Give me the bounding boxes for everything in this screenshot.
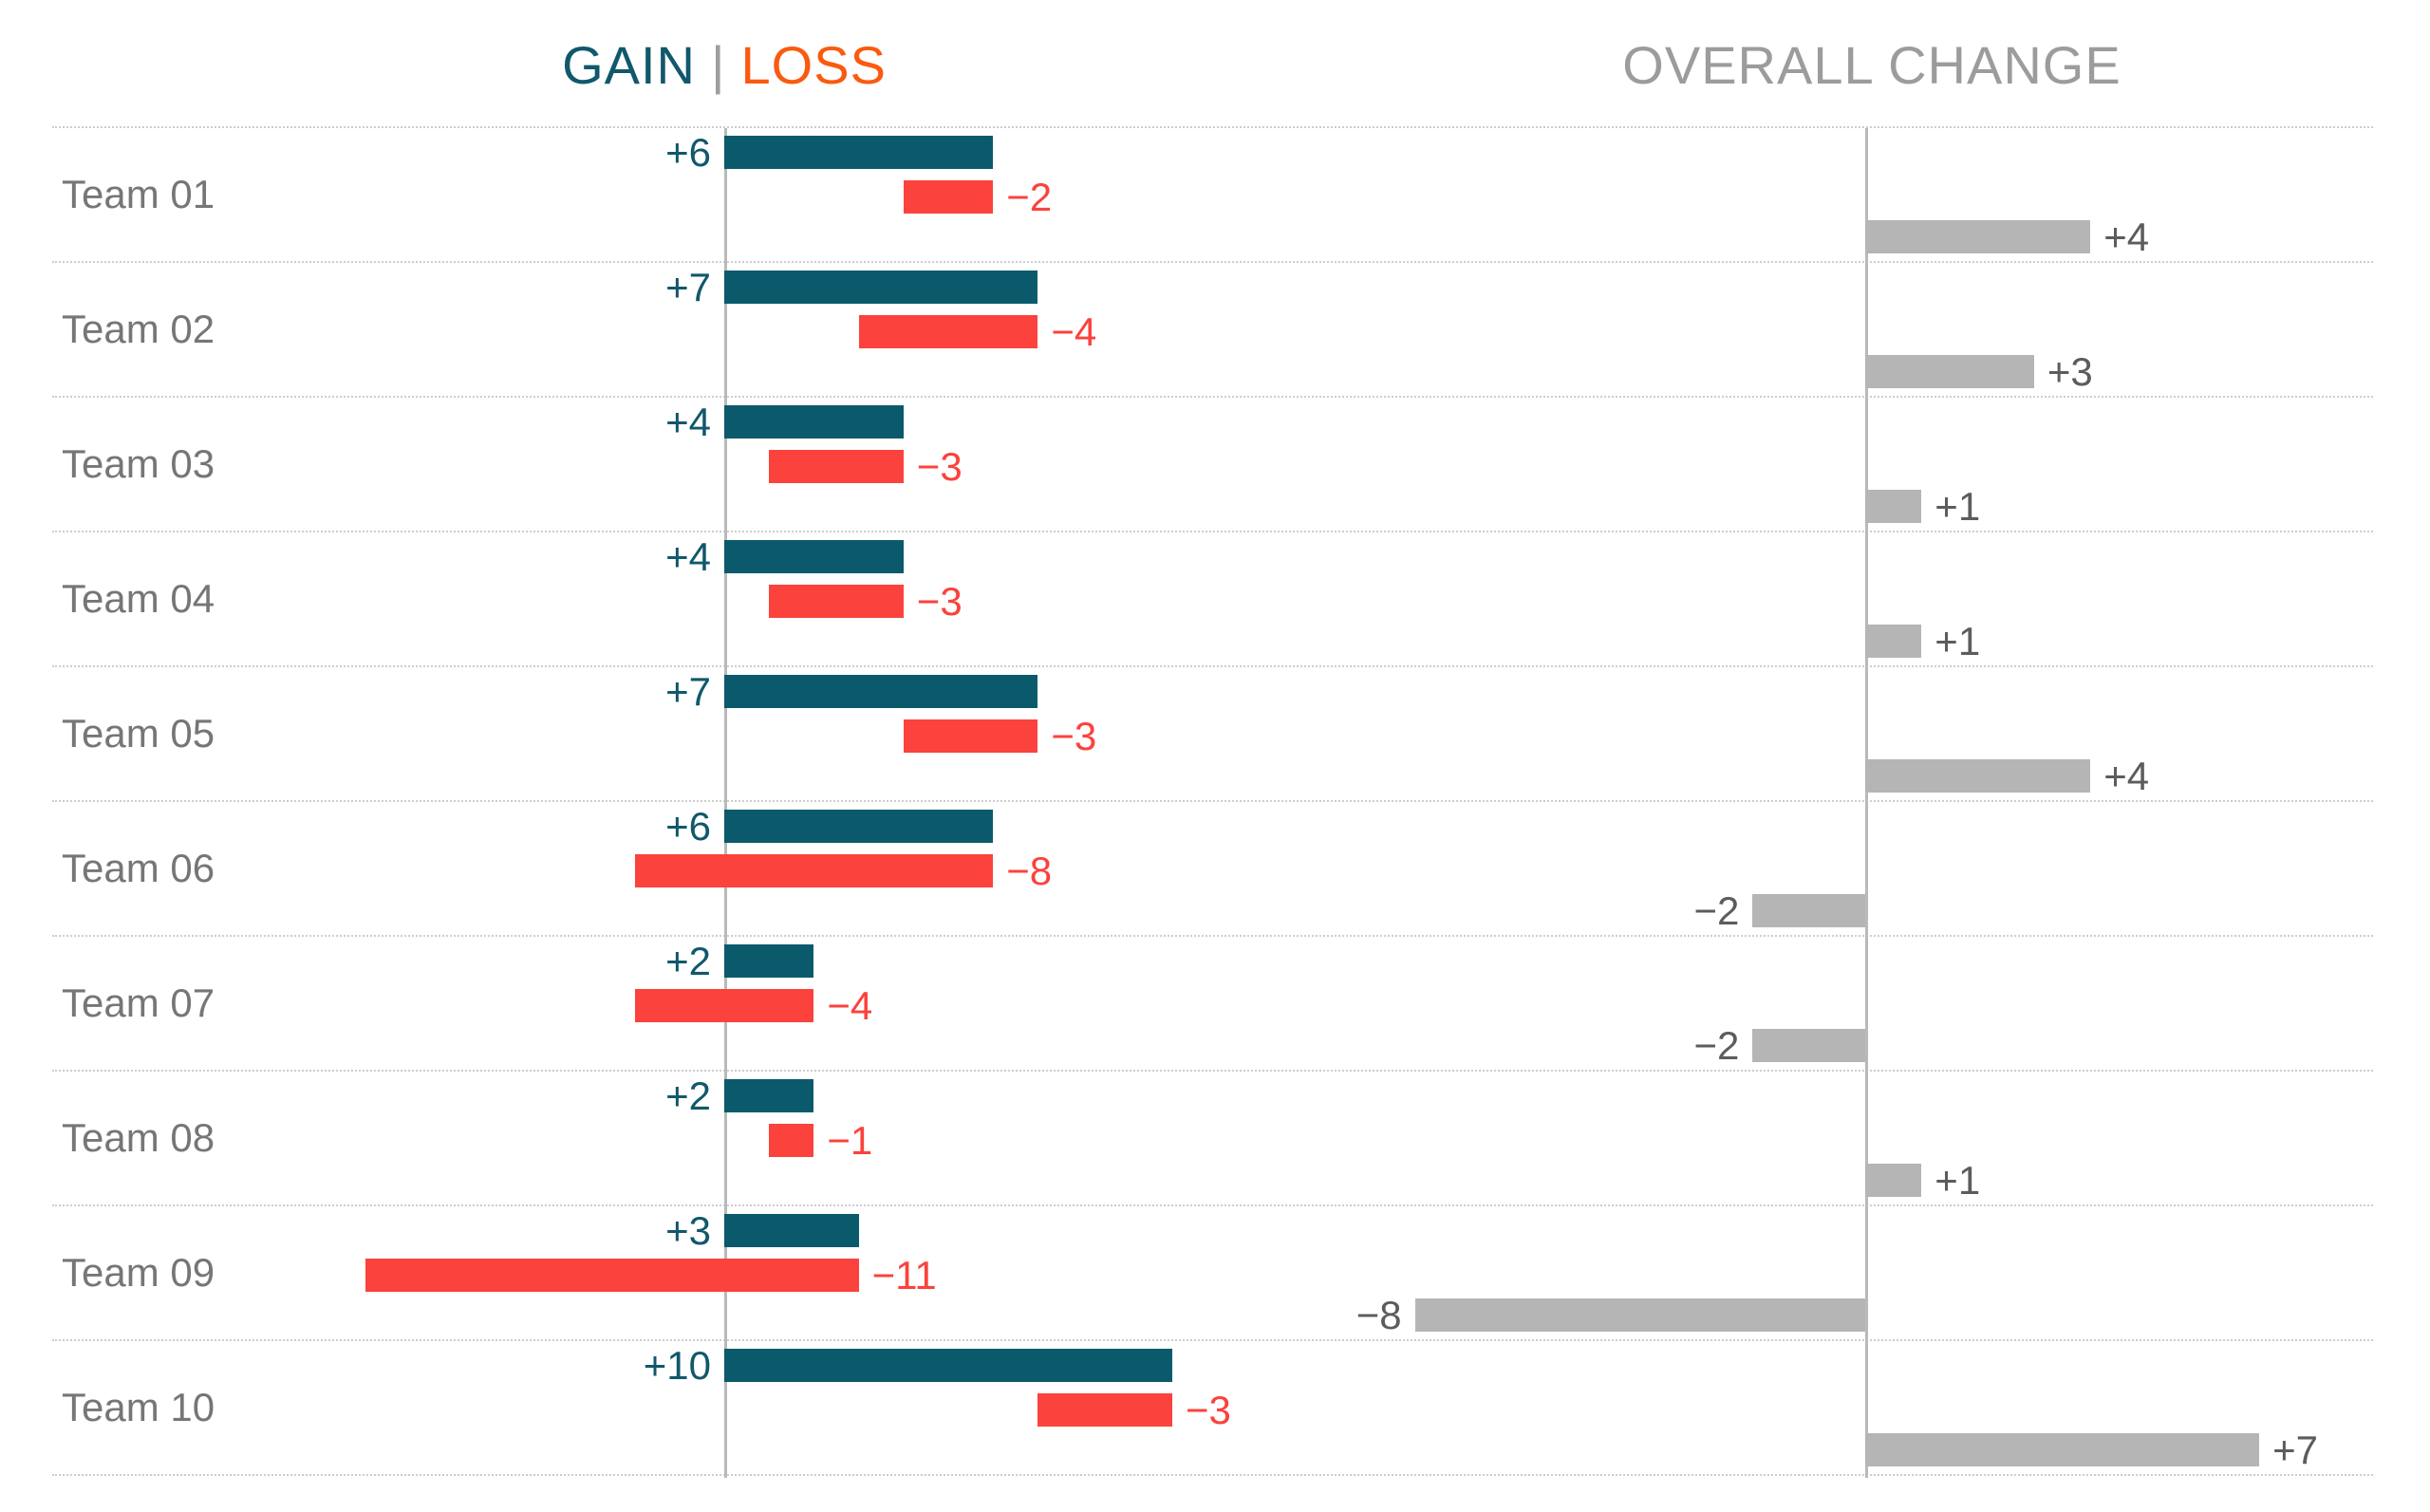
gain-bar <box>724 810 994 843</box>
loss-bar <box>769 585 904 618</box>
loss-value-label: −1 <box>827 1117 873 1163</box>
gain-bar <box>724 136 994 169</box>
loss-bar <box>634 854 994 887</box>
gain-value-label: +4 <box>665 533 711 579</box>
gain-value-label: +2 <box>665 938 711 983</box>
overall-change-bar <box>1865 355 2034 388</box>
gain-value-label: +6 <box>665 129 711 175</box>
overall-change-bar <box>1865 220 2091 253</box>
loss-bar <box>903 180 994 214</box>
loss-bar <box>769 1124 814 1157</box>
overall-change-bar <box>1752 894 1865 927</box>
gain-bar <box>724 271 1038 304</box>
team-row: Team 02 +7 −4 +3 <box>52 263 2373 398</box>
team-row: Team 08 +2 −1 +1 <box>52 1072 2373 1206</box>
overall-title-text: OVERALL CHANGE <box>1622 34 2122 95</box>
team-row: Team 09 +3 −11 −8 <box>52 1206 2373 1341</box>
loss-value-label: −3 <box>1051 713 1097 758</box>
loss-bar <box>634 989 814 1022</box>
overall-value-label: +4 <box>2103 753 2150 798</box>
overall-value-label: +1 <box>1935 483 1981 529</box>
gain-bar <box>724 1079 814 1112</box>
team-label: Team 04 <box>62 576 215 621</box>
team-label: Team 10 <box>62 1385 215 1429</box>
team-row: Team 06 +6 −8 −2 <box>52 802 2373 937</box>
gain-bar <box>724 944 814 978</box>
gain-bar <box>724 675 1038 708</box>
overall-value-label: −8 <box>1355 1292 1402 1337</box>
team-label: Team 06 <box>62 846 215 890</box>
gain-loss-axis-line <box>724 128 727 1478</box>
loss-title-text: LOSS <box>740 34 887 95</box>
team-row: Team 01 +6 −2 +4 <box>52 128 2373 263</box>
gain-value-label: +7 <box>665 264 711 309</box>
overall-value-label: +3 <box>2047 348 2093 394</box>
overall-value-label: −2 <box>1693 887 1740 933</box>
overall-change-bar <box>1414 1298 1865 1332</box>
loss-bar <box>903 719 1038 753</box>
gain-title-text: GAIN <box>562 34 696 95</box>
gain-bar <box>724 1349 1172 1382</box>
team-label: Team 03 <box>62 441 215 486</box>
loss-value-label: −8 <box>1006 848 1053 893</box>
loss-value-label: −3 <box>916 578 963 624</box>
team-row: Team 07 +2 −4 −2 <box>52 937 2373 1072</box>
team-label: Team 08 <box>62 1115 215 1160</box>
gain-value-label: +6 <box>665 803 711 849</box>
loss-bar <box>858 315 1038 348</box>
overall-value-label: −2 <box>1693 1022 1740 1068</box>
gain-value-label: +2 <box>665 1073 711 1118</box>
overall-change-bar <box>1865 1164 1922 1197</box>
team-row: Team 10 +10 −3 +7 <box>52 1341 2373 1476</box>
overall-change-bar <box>1865 625 1922 658</box>
team-label: Team 07 <box>62 980 215 1025</box>
loss-value-label: −2 <box>1006 174 1053 219</box>
gain-loss-title: GAIN | LOSS <box>562 30 887 99</box>
loss-value-label: −3 <box>1186 1387 1231 1432</box>
overall-value-label: +1 <box>1935 1157 1981 1203</box>
team-row: Team 03 +4 −3 +1 <box>52 398 2373 532</box>
team-row: Team 05 +7 −3 +4 <box>52 667 2373 802</box>
overall-value-label: +7 <box>2272 1427 2318 1472</box>
overall-value-label: +1 <box>1935 618 1981 663</box>
gain-value-label: +7 <box>665 668 711 714</box>
team-label: Team 05 <box>62 711 215 756</box>
gain-bar <box>724 405 904 439</box>
overall-change-axis-line <box>1865 128 1868 1478</box>
loss-bar <box>769 450 904 483</box>
overall-value-label: +4 <box>2103 214 2150 259</box>
title-separator: | <box>710 34 726 95</box>
loss-bar <box>365 1259 859 1292</box>
loss-value-label: −4 <box>1051 308 1097 354</box>
overall-change-title: OVERALL CHANGE <box>1622 30 2121 99</box>
team-label: Team 09 <box>62 1250 215 1295</box>
loss-value-label: −4 <box>827 982 873 1028</box>
team-label: Team 02 <box>62 307 215 351</box>
overall-change-bar <box>1865 759 2091 793</box>
loss-value-label: −11 <box>871 1252 937 1297</box>
team-label: Team 01 <box>62 172 215 216</box>
gain-value-label: +10 <box>643 1342 711 1388</box>
overall-change-bar <box>1865 1433 2260 1466</box>
gain-bar <box>724 540 904 573</box>
team-row: Team 04 +4 −3 +1 <box>52 532 2373 667</box>
overall-change-bar <box>1752 1029 1865 1062</box>
gain-value-label: +4 <box>665 399 711 444</box>
gain-value-label: +3 <box>665 1207 711 1253</box>
chart-area: Team 01 +6 −2 +4 Team 02 +7 −4 +3 Team 0… <box>52 126 2373 1478</box>
loss-bar <box>1037 1393 1172 1427</box>
overall-change-bar <box>1865 490 1922 523</box>
loss-value-label: −3 <box>916 443 963 489</box>
gain-bar <box>724 1214 859 1247</box>
